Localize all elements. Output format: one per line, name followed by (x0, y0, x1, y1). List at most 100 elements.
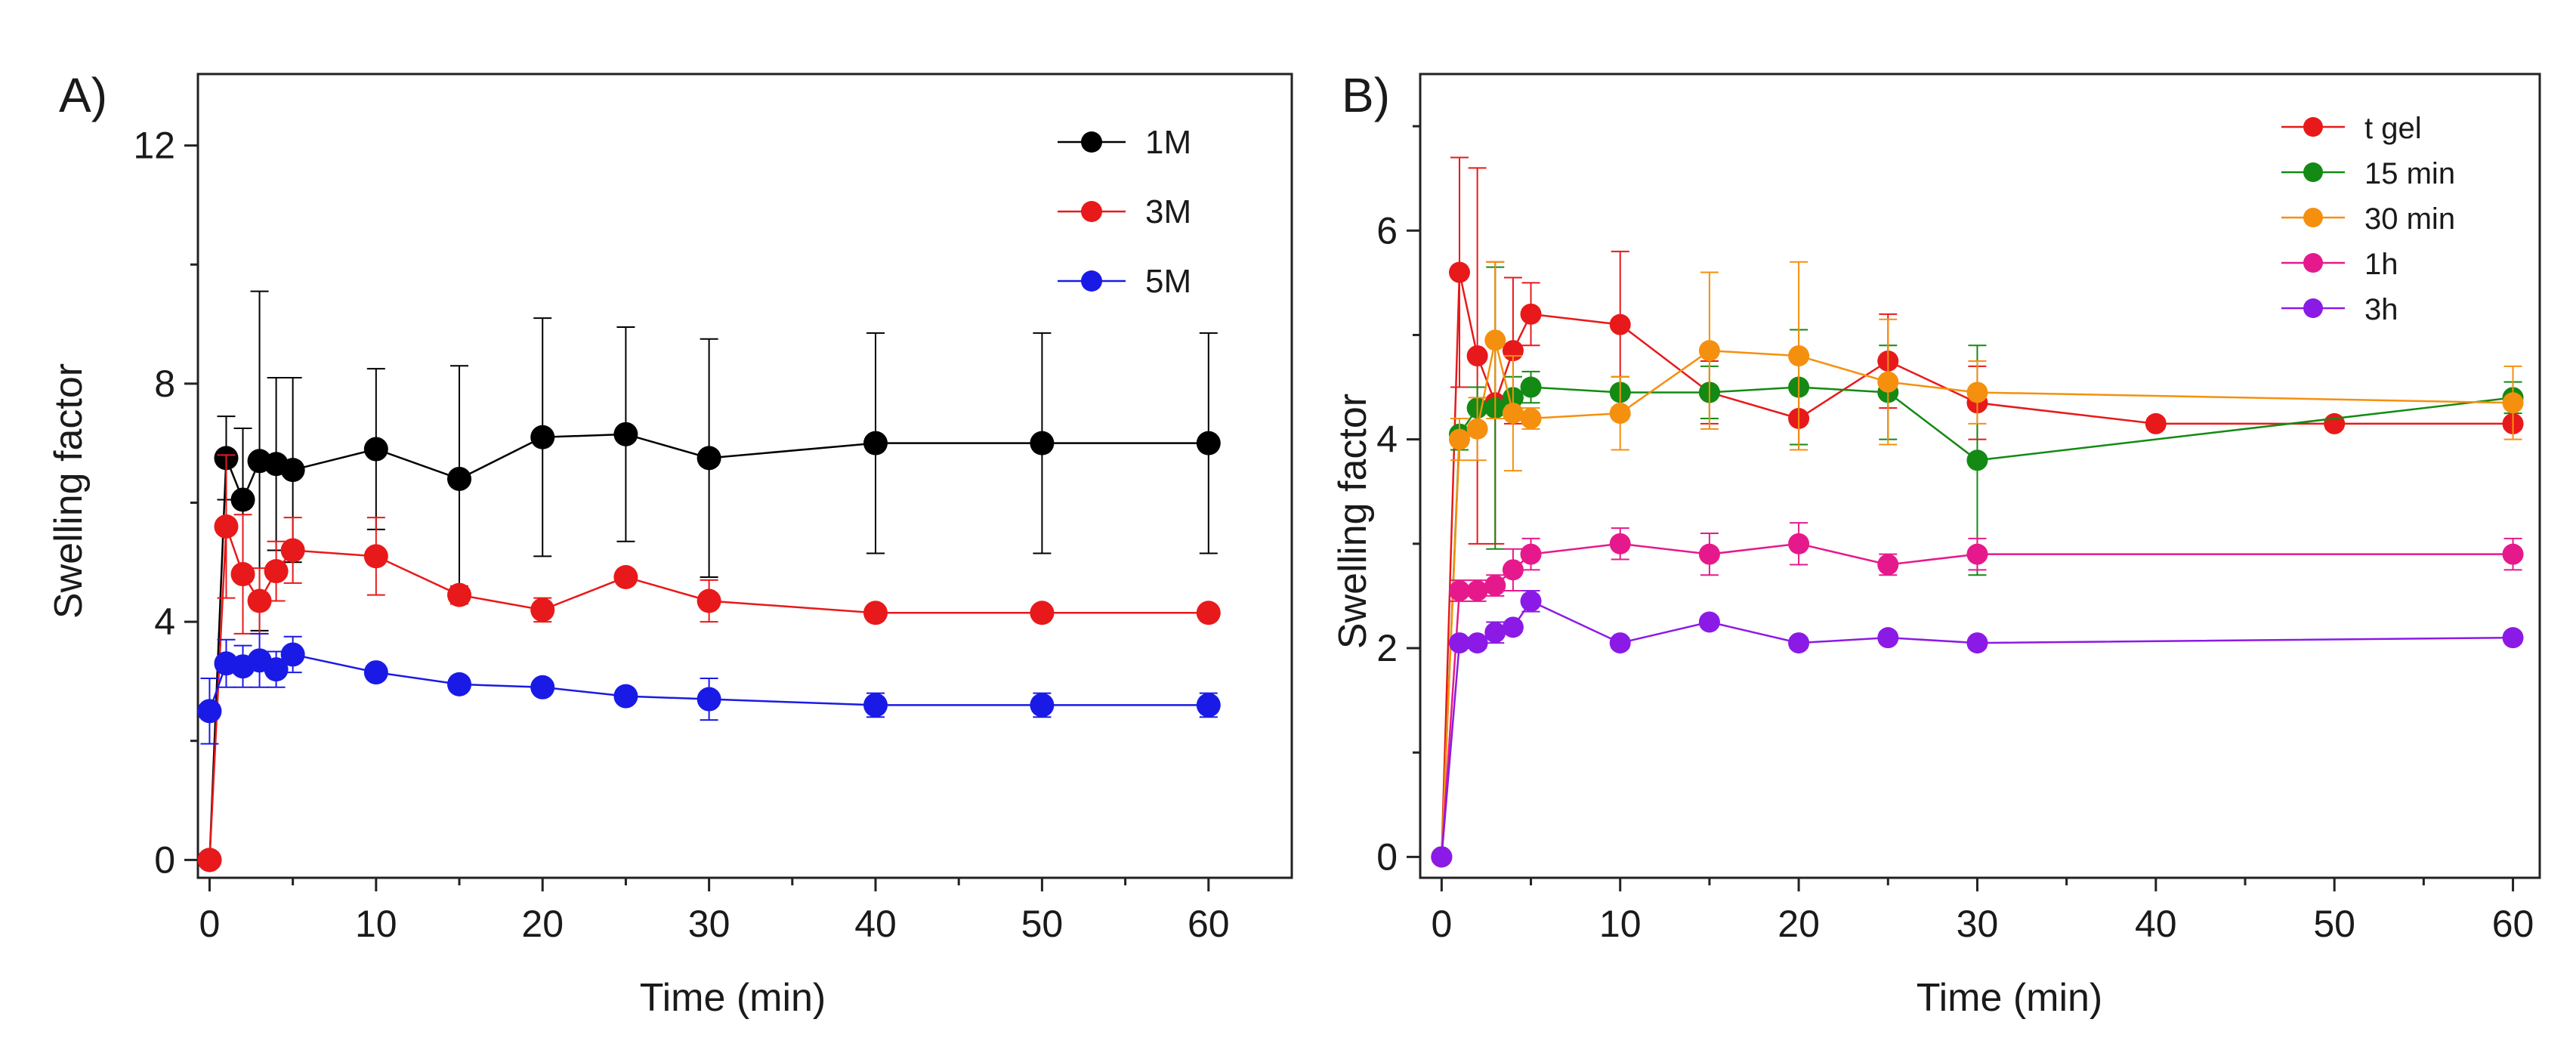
legend-item-5m: 5M (1058, 263, 1191, 300)
data-point (1196, 693, 1221, 718)
legend-swatch-marker (1081, 201, 1102, 222)
data-point (363, 660, 388, 685)
legend-item-t-gel: t gel (2281, 112, 2422, 145)
data-point (1484, 622, 1506, 644)
data-point (1520, 303, 1542, 325)
y-tick-label: 2 (1376, 627, 1398, 669)
legend-item-15-min: 15 min (2281, 157, 2455, 190)
data-point (230, 562, 255, 587)
data-point (863, 601, 888, 625)
panel-a-y-axis-title: Swelling factor (47, 363, 91, 619)
legend-label: t gel (2364, 112, 2422, 145)
data-point (1502, 616, 1524, 638)
series-30-min (1431, 261, 2524, 868)
data-point (613, 684, 638, 709)
legend-swatch-marker (1081, 131, 1102, 153)
data-point (1788, 632, 1810, 654)
data-point (863, 431, 888, 456)
data-point (447, 466, 472, 491)
data-point (1030, 431, 1055, 456)
data-point (1520, 543, 1542, 565)
legend-label: 15 min (2364, 157, 2455, 190)
y-tick-label: 8 (154, 363, 175, 405)
panel-a-chart: 0 10 20 30 40 50 60 0 4 8 12 1M 3M 5M A) Time (min) S… (47, 68, 1293, 1020)
data-point (214, 514, 239, 539)
x-tick-label: 20 (1778, 903, 1820, 945)
panel-a-label: A) (59, 68, 107, 122)
x-tick-label: 0 (1431, 903, 1452, 945)
legend-label: 1h (2364, 248, 2398, 281)
plot-frame (196, 73, 1293, 879)
panel-a-plot-area: 0 10 20 30 40 50 60 0 4 8 12 1M 3M 5M (133, 73, 1293, 945)
x-tick-label: 30 (688, 903, 730, 945)
data-point (1484, 329, 1506, 351)
x-tick-label: 40 (854, 903, 897, 945)
legend-item-30-min: 30 min (2281, 202, 2455, 236)
data-point (1196, 601, 1221, 625)
legend-item-1h: 1h (2281, 248, 2398, 281)
data-point (1466, 418, 1488, 440)
data-point (1609, 313, 1631, 335)
data-point (530, 675, 555, 700)
data-point (1609, 632, 1631, 654)
data-point (1609, 533, 1631, 554)
data-point (1449, 580, 1470, 601)
series-5m (197, 632, 1221, 745)
x-tick-label: 30 (1957, 903, 1999, 945)
data-point (1788, 345, 1810, 367)
data-point (1449, 261, 1470, 283)
data-point (1431, 846, 1453, 868)
data-point (1520, 408, 1542, 429)
data-point (697, 446, 721, 471)
y-tick-label: 4 (1376, 418, 1398, 461)
legend-item-3m: 3M (1058, 193, 1191, 230)
data-point (1877, 554, 1899, 576)
data-point (1520, 590, 1542, 612)
x-tick-label: 10 (1599, 903, 1642, 945)
data-point (2145, 412, 2167, 434)
data-point (363, 437, 388, 462)
data-point (1030, 601, 1055, 625)
data-point (1466, 632, 1488, 654)
data-point (1520, 376, 1542, 398)
data-point (1698, 611, 1720, 633)
legend-label: 1M (1145, 124, 1191, 161)
data-point (1449, 428, 1470, 450)
panel-b-plot-area: 0 10 20 30 40 50 60 0 2 4 6 t gel 15 min 30 min 1h 3h (1376, 73, 2541, 945)
legend-label: 3M (1145, 193, 1191, 230)
legend-item-3h: 3h (2281, 293, 2398, 326)
x-tick-label: 20 (521, 903, 564, 945)
panel-b-label: B) (1342, 68, 1390, 122)
data-point (1449, 632, 1470, 654)
data-point (197, 848, 222, 872)
y-tick-label: 0 (154, 839, 175, 881)
data-point (613, 564, 638, 589)
data-point (247, 588, 272, 613)
legend-swatch-marker (2303, 253, 2323, 273)
data-point (1698, 543, 1720, 565)
legend-swatch-marker (2303, 162, 2323, 182)
panel-b-chart: 0 10 20 30 40 50 60 0 2 4 6 t gel 15 min 30 min 1h 3h B… (1331, 68, 2541, 1020)
legend-swatch-marker (2303, 117, 2323, 137)
y-tick-label: 4 (154, 601, 175, 643)
y-tick-label: 6 (1376, 209, 1398, 252)
data-point (1466, 345, 1488, 367)
data-point (2502, 543, 2524, 565)
legend-swatch-marker (2303, 208, 2323, 227)
data-point (2502, 392, 2524, 414)
series-1h (1431, 522, 2524, 868)
data-point (280, 642, 305, 667)
data-point (1502, 403, 1524, 425)
data-point (1609, 403, 1631, 425)
series-3m (197, 454, 1221, 872)
x-tick-label: 40 (2135, 903, 2177, 945)
data-point (1030, 693, 1055, 718)
x-tick-label: 50 (1021, 903, 1064, 945)
data-point (1484, 575, 1506, 597)
y-tick-label: 0 (1376, 835, 1398, 878)
panel-b-x-axis-title: Time (min) (1917, 976, 2103, 1020)
data-point (1877, 627, 1899, 649)
data-point (264, 657, 289, 682)
series-3h (1431, 590, 2524, 868)
